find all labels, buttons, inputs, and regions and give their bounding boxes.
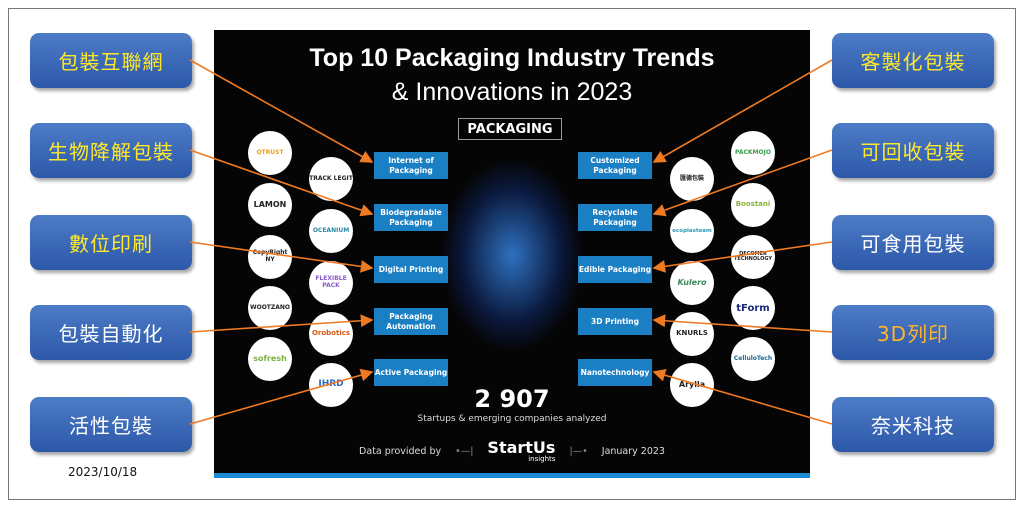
label-edible: 可食用包裝 [832, 215, 994, 270]
packaging-box-illustration [442, 160, 582, 350]
company-logo: FLEXIBLE PACK [309, 261, 353, 305]
infographic-subtitle: & Innovations in 2023 [391, 78, 633, 106]
infographic: Top 10 Packaging Industry Trends & Innov… [214, 30, 810, 478]
trend-box: Nanotechnology [578, 359, 652, 386]
brand-name: StartUs [487, 438, 556, 457]
company-logo: LAMON [248, 183, 292, 227]
arrow [652, 59, 833, 163]
brand-sub: insights [528, 455, 556, 463]
divider: •—| [455, 446, 474, 457]
company-logo: tForm [731, 286, 775, 330]
trend-box: Packaging Automation [374, 308, 448, 335]
count-caption: Startups & emerging companies analyzed [417, 414, 607, 424]
trend-box: Edible Packaging [578, 256, 652, 283]
label-active: 活性包裝 [30, 397, 192, 452]
arrow [189, 149, 374, 217]
arrow [652, 314, 833, 333]
label-automation: 包裝自動化 [30, 305, 192, 360]
trend-box: Recyclable Packaging [578, 204, 652, 231]
company-logo: CelluloTech [731, 337, 775, 381]
company-logo: Kulero [670, 261, 714, 305]
slide-frame [8, 8, 1016, 500]
company-logo: PACKMOJO [731, 131, 775, 175]
divider: |—• [569, 446, 588, 457]
label-internet-of-packaging: 包裝互聯網 [30, 33, 192, 88]
arrow [652, 241, 833, 273]
company-logo: Orobotics [309, 312, 353, 356]
company-logo: sofresh [248, 337, 292, 381]
trend-box: Internet of Packaging [374, 152, 448, 179]
bottom-bar [214, 473, 810, 478]
label-recyclable: 可回收包裝 [832, 123, 994, 178]
company-logo: OCEANIUM [309, 209, 353, 253]
company-logo: QTRUST [248, 131, 292, 175]
packaging-label: PACKAGING [458, 118, 562, 140]
arrow [189, 241, 374, 273]
company-logo: Arylla [670, 363, 714, 407]
arrow [189, 59, 374, 163]
startus-logo: StartUs insights [487, 440, 555, 463]
provided-by: Data provided by [359, 446, 442, 457]
label-customized: 客製化包裝 [832, 33, 994, 88]
company-logo: Boostani [731, 183, 775, 227]
report-date: January 2023 [601, 446, 665, 457]
label-3d-printing: 3D列印 [832, 305, 994, 360]
trend-box: Active Packaging [374, 359, 448, 386]
label-digital-printing: 數位印刷 [30, 215, 192, 270]
trend-box: Customized Packaging [578, 152, 652, 179]
company-logo: KNURLS [670, 312, 714, 356]
trend-box: 3D Printing [578, 308, 652, 335]
arrow [189, 368, 374, 425]
arrow [189, 314, 374, 333]
company-logo: ecoplasteam [670, 209, 714, 253]
trend-box: Biodegradable Packaging [374, 204, 448, 231]
trend-box: Digital Printing [374, 256, 448, 283]
infographic-title: Top 10 Packaging Industry Trends [309, 44, 715, 72]
company-count: 2 907 [474, 385, 550, 413]
label-nanotech: 奈米科技 [832, 397, 994, 452]
company-logo: 匯德包裝 [670, 157, 714, 201]
arrow [652, 368, 833, 425]
company-logo: WOOTZANO [248, 286, 292, 330]
footer: Data provided by •—| StartUs insights |—•… [214, 440, 810, 463]
slide-date: 2023/10/18 [68, 465, 138, 479]
label-biodegradable: 生物降解包裝 [30, 123, 192, 178]
arrow [652, 149, 833, 217]
